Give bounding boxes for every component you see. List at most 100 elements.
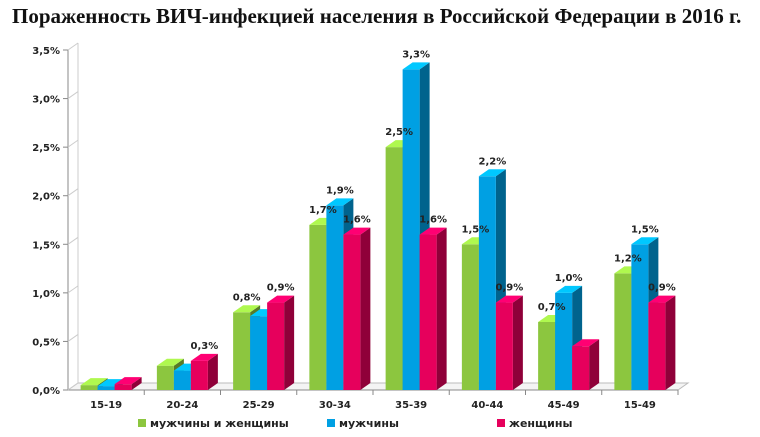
bar-side: [589, 339, 600, 390]
bar-side: [436, 227, 447, 390]
bar-front: [478, 176, 496, 390]
bar-front: [614, 273, 632, 390]
bar-front: [173, 370, 191, 390]
x-tick-label: 40-44: [471, 400, 503, 411]
x-tick-label: 25-29: [243, 400, 275, 411]
data-label: 1,0%: [555, 273, 583, 284]
bar-front: [461, 244, 479, 390]
data-label: 1,6%: [343, 215, 371, 226]
bar-top: [233, 305, 261, 313]
data-label: 0,9%: [496, 283, 524, 294]
bar-front: [631, 244, 649, 390]
x-tick-label: 15-19: [90, 400, 122, 411]
bar-top: [402, 62, 430, 70]
bar-top: [156, 358, 184, 366]
x-tick-label: 30-34: [319, 400, 351, 411]
bar-top: [495, 295, 523, 303]
y-tick-diagonal: [67, 285, 79, 294]
bar-top: [80, 378, 108, 386]
chart-title: Пораженность ВИЧ-инфекцией населения в Р…: [12, 4, 742, 28]
bar-top: [343, 227, 371, 235]
bar-side: [207, 353, 218, 390]
data-label: 1,5%: [631, 224, 659, 235]
y-tick-label: 0,0%: [32, 386, 60, 397]
data-label: 0,9%: [648, 283, 676, 294]
bar-front: [309, 224, 327, 390]
chart-legend: мужчины и женщины мужчины женщины: [138, 417, 572, 430]
bar-side: [512, 295, 523, 390]
bar-top: [648, 295, 676, 303]
bar-front: [114, 384, 132, 390]
legend-item: мужчины и женщины: [138, 417, 289, 430]
y-tick-label: 0,5%: [32, 337, 60, 348]
y-tick-diagonal: [67, 139, 79, 148]
data-label: 1,7%: [309, 205, 337, 216]
bar-top: [555, 285, 583, 293]
y-tick-label: 1,5%: [32, 240, 60, 251]
legend-swatch: [138, 419, 146, 427]
bar: [572, 339, 600, 390]
bar: [343, 227, 371, 390]
bar-top: [267, 295, 295, 303]
bar-top: [478, 169, 506, 177]
y-tick-diagonal: [67, 188, 79, 197]
bar: [419, 227, 447, 390]
x-tick-label: 35-39: [395, 400, 427, 411]
y-tick-diagonal: [67, 334, 79, 342]
bar-side: [665, 295, 676, 390]
data-label: 1,6%: [419, 215, 447, 226]
bar-front: [555, 292, 573, 390]
data-label: 1,5%: [462, 224, 490, 235]
bar-front: [495, 302, 513, 390]
legend-label: мужчины: [339, 417, 399, 430]
bar: [190, 353, 218, 390]
y-tick-diagonal: [67, 236, 79, 245]
data-label: 0,8%: [233, 292, 261, 303]
bar-top: [97, 379, 125, 387]
bar-front: [156, 365, 174, 390]
legend-swatch: [497, 419, 505, 427]
data-label: 2,5%: [385, 127, 413, 138]
bar-front: [385, 147, 403, 390]
bar-top: [572, 339, 600, 347]
bar: [114, 377, 142, 390]
legend-label: женщины: [509, 417, 572, 430]
bar-front: [648, 302, 666, 390]
data-label: 2,2%: [479, 156, 507, 167]
y-tick-diagonal: [67, 382, 79, 391]
data-label: 3,3%: [402, 49, 430, 60]
y-tick-diagonal: [67, 91, 79, 99]
bar-side: [284, 295, 295, 390]
bar-side: [360, 227, 371, 390]
x-tick-label: 20-24: [166, 400, 198, 411]
bar-front: [267, 302, 285, 390]
bar-top: [419, 227, 447, 235]
bar-top: [631, 237, 659, 245]
bar-top: [190, 353, 218, 361]
data-label: 1,2%: [614, 253, 642, 264]
data-label: 0,9%: [267, 283, 295, 294]
data-label: 0,3%: [191, 341, 219, 352]
data-label: 0,7%: [538, 302, 566, 313]
chart-bars: [80, 62, 676, 391]
bar-top: [326, 198, 354, 206]
bar-top: [114, 377, 142, 385]
legend-swatch: [327, 419, 335, 427]
bar-front: [572, 346, 590, 390]
bar-front: [419, 234, 437, 390]
y-tick-diagonal: [67, 42, 79, 51]
y-tick-label: 3,5%: [32, 46, 60, 57]
bar: [495, 295, 523, 390]
legend-label: мужчины и женщины: [150, 417, 289, 430]
y-tick-label: 2,5%: [32, 143, 60, 154]
bar-side: [131, 377, 142, 390]
y-tick-label: 2,0%: [32, 192, 60, 203]
bar-front: [190, 360, 208, 390]
y-tick-label: 3,0%: [32, 95, 60, 106]
bar: [267, 295, 295, 390]
bar-front: [80, 385, 98, 390]
y-tick-label: 1,0%: [32, 289, 60, 300]
bar-front: [343, 234, 361, 390]
bar-front: [402, 69, 420, 390]
